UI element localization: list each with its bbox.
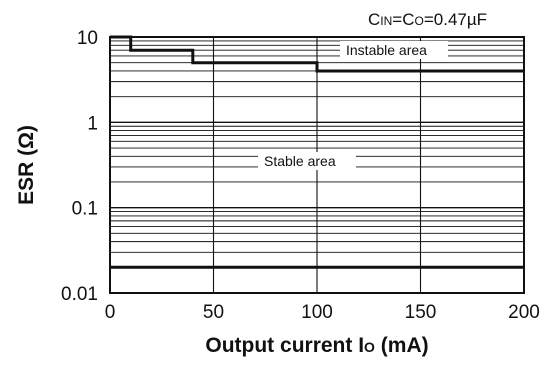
stable-area-label: Stable area: [264, 153, 336, 169]
y-tick-label: 0.1: [72, 199, 98, 220]
x-tick-labels: 0 50 100 150 200: [105, 302, 540, 323]
y-tick-label: 10: [77, 28, 98, 49]
x-tick-label: 0: [105, 302, 116, 323]
upper-boundary-line: [110, 35, 524, 73]
condition-label: CIN=CO=0.47µF: [368, 10, 487, 29]
x-axis-title: Output current IO (mA): [205, 334, 428, 357]
y-tick-label: 0.01: [61, 284, 98, 305]
stable-label-bg: [258, 152, 356, 170]
instable-label-bg: [340, 41, 448, 59]
plot-frame: [109, 36, 525, 294]
instable-area-label: Instable area: [346, 42, 427, 58]
x-tick-label: 100: [301, 302, 333, 323]
x-tick-label: 150: [405, 302, 437, 323]
instable-area-label-group: Instable area: [340, 41, 448, 59]
x-tick-label: 50: [203, 302, 224, 323]
y-tick-labels: 0.01 0.1 1 10: [61, 28, 98, 305]
series-group: [110, 35, 524, 269]
y-axis-title: ESR (Ω): [15, 125, 38, 205]
x-tick-label: 200: [508, 302, 540, 323]
stable-area-label-group: Stable area: [258, 152, 356, 170]
y-tick-label: 1: [87, 113, 98, 134]
